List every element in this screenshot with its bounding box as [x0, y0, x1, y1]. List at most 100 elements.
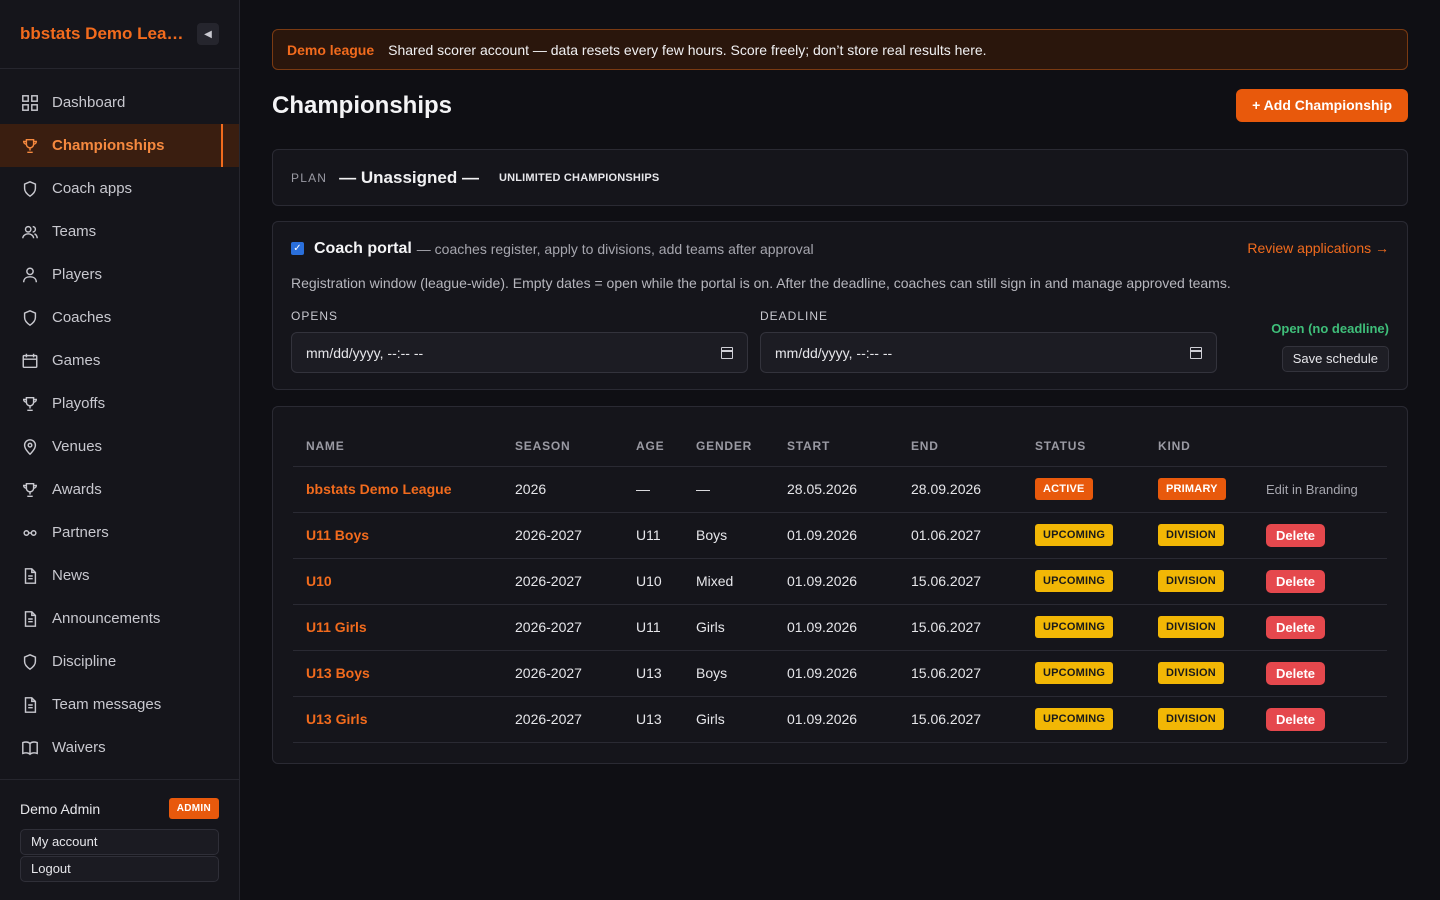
sidebar-item-label: Awards — [52, 481, 102, 498]
cell-gender: Girls — [683, 604, 774, 651]
sidebar-item-discipline[interactable]: Discipline — [0, 640, 239, 683]
review-applications-link[interactable]: Review applications → — [1247, 240, 1389, 256]
cell-status: ACTIVE — [1022, 466, 1145, 513]
cell-status: UPCOMING — [1022, 650, 1145, 697]
cell-name[interactable]: U13 Boys — [293, 650, 502, 697]
sidebar-item-label: Team messages — [52, 696, 162, 713]
sidebar-item-venues[interactable]: Venues — [0, 425, 239, 468]
cell-start: 01.09.2026 — [774, 696, 898, 743]
banner-text: Shared scorer account — data resets ever… — [388, 41, 987, 58]
sidebar-item-partners[interactable]: Partners — [0, 511, 239, 554]
sidebar-item-label: Championships — [52, 137, 165, 154]
map-pin-icon — [20, 437, 40, 457]
column-header: SEASON — [502, 427, 623, 467]
cell-end: 01.06.2027 — [898, 512, 1022, 559]
cell-end: 15.06.2027 — [898, 696, 1022, 743]
kind-badge: DIVISION — [1158, 570, 1224, 592]
sidebar-item-games[interactable]: Games — [0, 339, 239, 382]
delete-button[interactable]: Delete — [1266, 569, 1326, 593]
cell-kind: PRIMARY — [1145, 466, 1253, 513]
cell-age: U13 — [623, 696, 683, 743]
cell-name[interactable]: U11 Boys — [293, 512, 502, 559]
sidebar-item-waivers[interactable]: Waivers — [0, 726, 239, 769]
my-account-button[interactable]: My account — [20, 829, 219, 855]
save-schedule-button[interactable]: Save schedule — [1281, 346, 1389, 372]
add-championship-button[interactable]: + Add Championship — [1236, 89, 1408, 122]
status-badge: UPCOMING — [1035, 524, 1114, 546]
brand-name[interactable]: bbstats Demo League — [20, 24, 188, 43]
cell-gender: Girls — [683, 696, 774, 743]
sidebar-item-announcements[interactable]: Announcements — [0, 597, 239, 640]
championships-table: NAME SEASON AGE GENDER START END STATUS KIND bb… — [293, 427, 1387, 743]
sidebar-item-playoffs[interactable]: Playoffs — [0, 382, 239, 425]
sidebar-item-label: Playoffs — [52, 395, 106, 412]
cell-start: 01.09.2026 — [774, 604, 898, 651]
calendar-icon — [20, 351, 40, 371]
coach-portal-checkbox[interactable]: ✓ — [291, 241, 304, 255]
logout-button[interactable]: Logout — [20, 856, 219, 882]
document-icon — [20, 695, 40, 715]
kind-badge: DIVISION — [1158, 708, 1224, 730]
cell-kind: DIVISION — [1145, 696, 1253, 743]
plan-label: PLAN — [291, 170, 328, 185]
cell-end: 28.09.2026 — [898, 466, 1022, 513]
sidebar-item-players[interactable]: Players — [0, 253, 239, 296]
cell-kind: DIVISION — [1145, 604, 1253, 651]
delete-button[interactable]: Delete — [1266, 707, 1326, 731]
deadline-value: mm/dd/yyyy, --:-- -- — [775, 344, 893, 361]
cell-season: 2026-2027 — [502, 604, 623, 651]
column-header: STATUS — [1022, 427, 1145, 467]
cell-end: 15.06.2027 — [898, 604, 1022, 651]
opens-datetime-input[interactable]: mm/dd/yyyy, --:-- -- — [291, 332, 748, 373]
cell-gender: Boys — [683, 512, 774, 559]
sidebar-item-championships[interactable]: Championships — [0, 124, 239, 167]
sidebar-item-teams[interactable]: Teams — [0, 210, 239, 253]
cell-end: 15.06.2027 — [898, 650, 1022, 697]
sidebar-header: bbstats Demo League ◀ — [0, 0, 239, 69]
delete-button[interactable]: Delete — [1266, 523, 1326, 547]
calendar-icon[interactable] — [1190, 346, 1202, 359]
plan-value: — Unassigned — — [339, 167, 479, 187]
sidebar-item-label: Coaches — [52, 309, 112, 326]
cell-name[interactable]: bbstats Demo League — [293, 466, 502, 513]
sidebar-item-news[interactable]: News — [0, 554, 239, 597]
cell-season: 2026 — [502, 466, 623, 513]
cell-kind: DIVISION — [1145, 512, 1253, 559]
column-header: END — [898, 427, 1022, 467]
cell-name[interactable]: U11 Girls — [293, 604, 502, 651]
book-icon — [20, 738, 40, 758]
collapse-sidebar-button[interactable]: ◀ — [197, 23, 219, 45]
table-body: bbstats Demo League 2026— —28.05.2026 28.09… — [293, 466, 1387, 743]
plan-card: PLAN — Unassigned — UNLIMITED CHAMPIONSH… — [272, 149, 1408, 206]
sidebar-item-dashboard[interactable]: Dashboard — [0, 81, 239, 124]
cell-action: Delete — [1253, 604, 1387, 651]
status-badge: UPCOMING — [1035, 570, 1114, 592]
delete-button[interactable]: Delete — [1266, 661, 1326, 685]
cell-start: 28.05.2026 — [774, 466, 898, 513]
cell-action: Delete — [1253, 696, 1387, 743]
sidebar-item-label: Teams — [52, 223, 97, 240]
calendar-icon[interactable] — [721, 346, 733, 359]
page-header: Championships + Add Championship — [272, 89, 1408, 122]
main-content: Demo league Shared scorer account — data… — [272, 29, 1408, 764]
sidebar-item-label: News — [52, 567, 90, 584]
cell-start: 01.09.2026 — [774, 558, 898, 605]
cell-status: UPCOMING — [1022, 512, 1145, 559]
deadline-datetime-input[interactable]: mm/dd/yyyy, --:-- -- — [760, 332, 1217, 373]
user-icon — [20, 265, 40, 285]
kind-badge: PRIMARY — [1158, 478, 1226, 500]
cell-status: UPCOMING — [1022, 558, 1145, 605]
table-row: U13 Boys 2026-2027 U13 Boys 01.09.2026 15.06.… — [293, 650, 1387, 697]
sidebar-item-team-messages[interactable]: Team messages — [0, 683, 239, 726]
sidebar-item-coaches[interactable]: Coaches — [0, 296, 239, 339]
cell-name[interactable]: U13 Girls — [293, 696, 502, 743]
coach-portal-title: Coach portal — [314, 240, 412, 257]
delete-button[interactable]: Delete — [1266, 615, 1326, 639]
sidebar-item-awards[interactable]: Awards — [0, 468, 239, 511]
sidebar-item-coach-apps[interactable]: Coach apps — [0, 167, 239, 210]
status-badge: ACTIVE — [1035, 478, 1093, 500]
column-header: GENDER — [683, 427, 774, 467]
cell-gender: — — [683, 466, 774, 513]
sidebar-item-label: Games — [52, 352, 101, 369]
cell-name[interactable]: U10 — [293, 558, 502, 605]
